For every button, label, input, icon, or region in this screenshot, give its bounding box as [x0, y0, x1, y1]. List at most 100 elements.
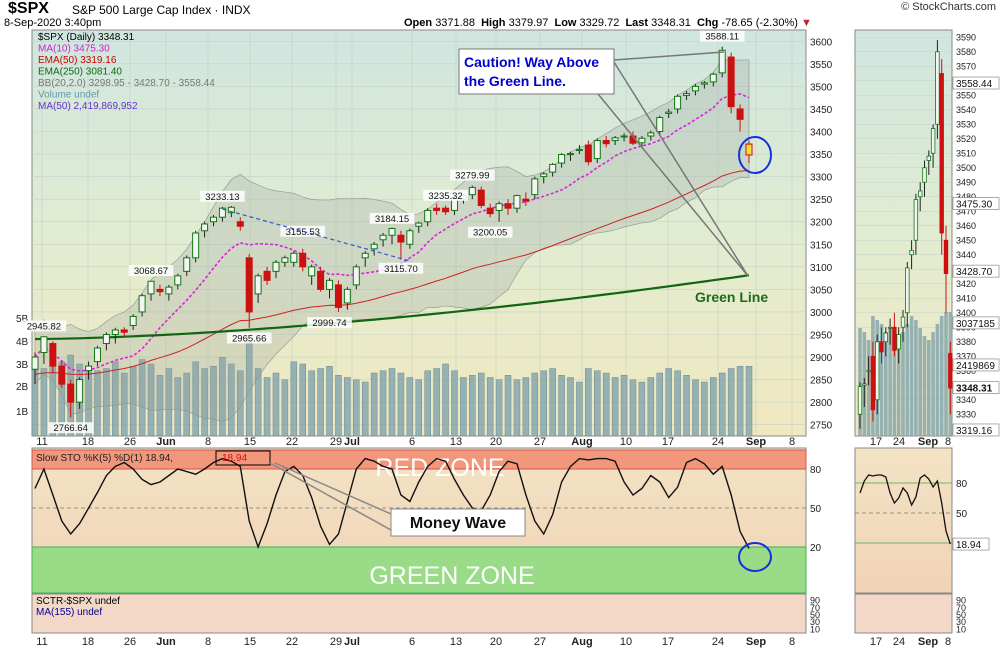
candle: [245, 254, 253, 328]
sto-tick-label: 50: [810, 504, 822, 515]
candle-body: [308, 266, 316, 277]
last-label: Last: [625, 17, 649, 29]
candle: [236, 217, 244, 231]
candle: [575, 145, 583, 155]
candle: [727, 52, 735, 114]
legend-item: BB(20,2.0) 3298.95 - 3428.70 - 3558.44: [38, 78, 215, 89]
candle-body: [370, 243, 378, 250]
candle: [549, 163, 557, 177]
volume-bar: [647, 377, 655, 437]
candle: [31, 352, 39, 385]
volume-bar: [388, 368, 396, 437]
candle: [468, 185, 476, 200]
sto-value: 18.94: [222, 453, 247, 464]
volume-bar: [147, 363, 155, 437]
x-tick-label: 15: [244, 636, 256, 648]
price-annotation-bg: [280, 225, 326, 237]
volume-bar: [308, 370, 315, 437]
x-tick-label: 18: [82, 436, 94, 448]
side-candle-body: [879, 341, 884, 353]
side-candle-body: [913, 199, 919, 241]
candle-body: [549, 163, 557, 173]
candle-body: [174, 275, 182, 286]
price-tick-label: 2950: [810, 331, 833, 342]
side-price-box: [952, 264, 1000, 278]
candle: [308, 264, 316, 285]
side-sctr-tick: 30: [956, 617, 966, 627]
candle: [406, 228, 414, 249]
side-volume-bar: [901, 332, 905, 436]
side-price-label: 3319.16: [956, 426, 993, 437]
x-tick-label: 22: [286, 436, 298, 448]
side-price-box: [952, 423, 1000, 437]
price-tick-label: 3600: [810, 37, 833, 48]
candle: [736, 104, 744, 132]
x-tick-label: 10: [620, 436, 632, 448]
symbol: $SPX: [8, 0, 49, 17]
volume-bar: [272, 372, 280, 437]
volume-bar: [406, 377, 414, 437]
volume-bar: [94, 370, 101, 437]
volume-bar: [522, 377, 530, 437]
x-tick-label: 17: [662, 436, 674, 448]
side-volume-bar: [944, 312, 948, 436]
legend-item: EMA(50) 3319.16: [38, 55, 117, 66]
volume-bar: [460, 377, 467, 437]
side-sto-tick: 50: [956, 509, 968, 520]
x-tick-label: 17: [662, 636, 674, 648]
volume-bar: [585, 368, 592, 437]
side-candle: [939, 59, 944, 255]
price-tick-label: 3400: [810, 128, 833, 139]
candle-body: [40, 336, 48, 354]
candle-body: [486, 207, 494, 215]
candle-body: [218, 207, 226, 218]
price-annotation: 3155.53: [286, 227, 320, 238]
candle: [495, 201, 503, 222]
candle-body: [504, 203, 512, 209]
side-price-box: [952, 316, 1000, 330]
money-wave-pointer: [269, 462, 392, 531]
side-candle: [887, 318, 893, 345]
volume-bar: [281, 379, 289, 437]
price-tick-label: 2850: [810, 376, 833, 387]
x-tick-label: 29: [330, 636, 342, 648]
volume-bar: [183, 372, 190, 437]
candle-body: [700, 82, 708, 85]
candle-body: [602, 140, 610, 145]
callout-pointer: [613, 51, 725, 61]
candle-body: [727, 56, 735, 108]
candle: [540, 172, 548, 184]
candle: [263, 266, 271, 285]
down-arrow-icon: ▼: [800, 17, 812, 29]
side-candle: [926, 150, 931, 175]
candle: [254, 273, 262, 303]
candle-body: [352, 266, 360, 286]
side-sctr-tick: 90: [956, 596, 966, 606]
price-tick-label: 3500: [810, 82, 833, 93]
candle: [343, 287, 351, 310]
x-tick-label: 10: [620, 636, 632, 648]
candle-body: [718, 49, 726, 74]
x-tick-label: Jun: [156, 636, 176, 648]
candle: [442, 205, 450, 215]
callout-pointer: [613, 61, 749, 277]
candle: [40, 336, 48, 364]
price-tick-label: 3050: [810, 285, 833, 296]
volume-bar: [629, 379, 637, 437]
price-annotation: 2945.82: [27, 321, 61, 332]
price-panel: 2750 2800 2850 2900 2950 3000 3050 3100 3150 3200…: [16, 29, 833, 437]
side-tick-label: 3450: [956, 235, 976, 245]
volume-bar: [370, 372, 378, 437]
volume-bar: [237, 370, 244, 437]
side-tick-label: 3500: [956, 163, 976, 173]
sctr-tick-label: 50: [810, 610, 820, 620]
candle-body: [388, 227, 396, 236]
side-tick-label: 3400: [956, 308, 976, 318]
side-price-label: 3428.70: [956, 267, 993, 278]
side-tick-label: 3520: [956, 134, 976, 144]
x-tick-label: 24: [712, 636, 724, 648]
candle: [504, 199, 512, 215]
side-volume-bar: [927, 340, 931, 436]
chart-header: $SPX S&P 500 Large Cap Index · INDX 8-Se…: [0, 0, 1000, 30]
legend-item: $SPX (Daily) 3348.31: [38, 32, 135, 43]
